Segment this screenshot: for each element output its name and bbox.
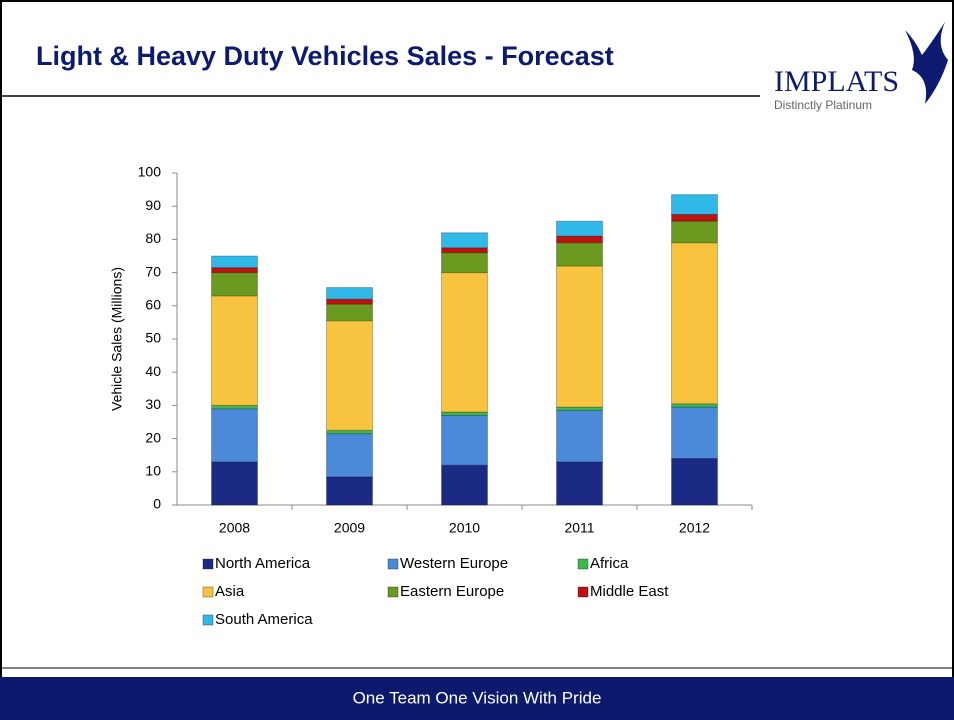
x-tick-label: 2008 [219, 520, 250, 536]
x-tick-label: 2009 [334, 520, 365, 536]
y-tick-label: 50 [145, 330, 161, 346]
legend-label: South America [215, 611, 313, 628]
bar-segment [211, 255, 258, 269]
bar-segment [556, 235, 603, 244]
y-tick-label: 40 [145, 363, 161, 379]
slide-title: Light & Heavy Duty Vehicles Sales - Fore… [36, 41, 614, 71]
bar-segment [671, 220, 718, 244]
y-tick-label: 80 [145, 230, 161, 246]
y-tick-label: 10 [145, 463, 161, 479]
bar-segment [326, 303, 373, 322]
bar-segment [441, 414, 488, 466]
bar-segment [211, 295, 258, 406]
bar-segment [556, 409, 603, 463]
bar-segment [671, 242, 718, 405]
y-tick-label: 20 [145, 429, 161, 445]
logo-tagline: Distinctly Platinum [774, 98, 872, 112]
legend-label: Asia [215, 583, 245, 600]
bar-segment [441, 464, 488, 506]
bar-segment [441, 232, 488, 249]
y-tick-label: 100 [138, 164, 162, 180]
y-tick-label: 0 [153, 496, 161, 512]
x-tick-label: 2010 [449, 520, 480, 536]
legend-label: Middle East [590, 583, 669, 600]
bar-segment [441, 272, 488, 413]
legend-swatch [577, 586, 589, 598]
legend-swatch [202, 586, 214, 598]
legend-swatch [202, 558, 214, 570]
bar-segment [211, 272, 258, 297]
bar-segment [556, 461, 603, 506]
footer-band [0, 677, 954, 720]
x-tick-label: 2011 [564, 520, 594, 536]
logo-text: IMPLATS [774, 65, 899, 98]
y-tick-label: 90 [145, 197, 161, 213]
y-tick-label: 30 [145, 396, 161, 412]
x-tick-label: 2012 [679, 520, 710, 536]
legend-swatch [387, 586, 399, 598]
bar-segment [211, 408, 258, 463]
logo-icon [905, 22, 948, 104]
bar-segment [326, 298, 373, 305]
legend-label: North America [215, 555, 311, 572]
legend-label: Western Europe [400, 555, 508, 572]
bar-segment [671, 194, 718, 216]
bar-segment [556, 265, 603, 408]
bar-segment [556, 220, 603, 237]
legend-swatch [387, 558, 399, 570]
y-tick-label: 60 [145, 297, 161, 313]
bar-segment [211, 461, 258, 506]
bar-segment [441, 252, 488, 274]
bar-segment [326, 320, 373, 431]
legend-label: Africa [590, 555, 629, 572]
bar-segment [441, 247, 488, 254]
bar-segment [326, 476, 373, 506]
bar-segment [556, 242, 603, 267]
bar-segment [671, 406, 718, 460]
bar-segment [211, 267, 258, 274]
legend-label: Eastern Europe [400, 583, 504, 600]
legend-swatch [577, 558, 589, 570]
bar-segment [326, 433, 373, 478]
bar-segment [326, 287, 373, 300]
bar-segment [671, 214, 718, 222]
y-axis-label: Vehicle Sales (Millions) [109, 267, 125, 411]
y-tick-label: 70 [145, 263, 161, 279]
footer-text: One Team One Vision With Pride [353, 688, 602, 707]
legend-swatch [202, 614, 214, 626]
bar-segment [671, 458, 718, 506]
